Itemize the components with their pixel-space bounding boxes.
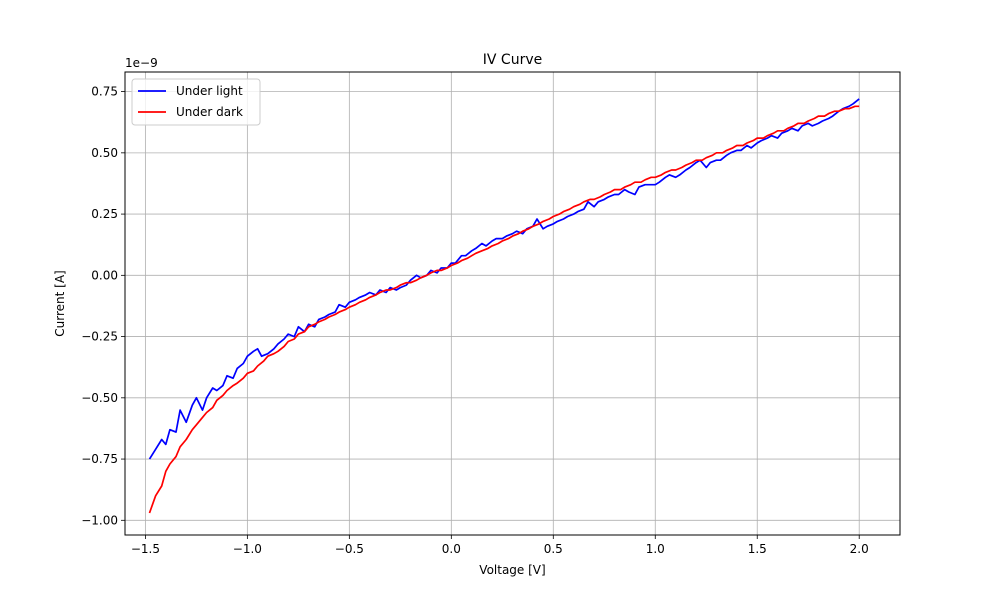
series-layer	[148, 98, 860, 514]
legend-label-under-light: Under light	[176, 84, 243, 98]
y-tick-label: −0.25	[81, 330, 118, 344]
plot-area-frame	[124, 71, 901, 536]
y-axis-ticks: −1.00 −0.75 −0.50 −0.25 0.00 0.25 0.50 0.75	[81, 85, 125, 527]
x-axis-ticks: −1.5 −1.0 −0.5 0.0 0.5 1.0 1.5 2.0	[131, 535, 869, 556]
y-tick-label: 0.75	[91, 85, 118, 99]
legend-label-under-dark: Under dark	[176, 105, 243, 119]
x-tick-label: −1.0	[233, 542, 262, 556]
grid	[125, 72, 900, 535]
y-tick-label: −1.00	[81, 513, 118, 527]
x-tick-label: −1.5	[131, 542, 160, 556]
y-tick-label: −0.50	[81, 391, 118, 405]
y-offset-text: 1e−9	[125, 56, 158, 70]
x-tick-label: 0.0	[442, 542, 461, 556]
y-tick-label: 0.50	[91, 146, 118, 160]
y-axis-label: Current [A]	[53, 270, 67, 336]
chart-title: IV Curve	[483, 52, 542, 68]
legend: Under light Under dark	[131, 78, 261, 126]
series-line-under-light	[148, 98, 860, 460]
y-tick-label: −0.75	[81, 452, 118, 466]
x-tick-label: 0.5	[544, 542, 563, 556]
x-tick-label: 1.0	[646, 542, 665, 556]
series-line-under-dark	[148, 105, 860, 514]
y-tick-label: 0.00	[91, 268, 118, 282]
y-tick-label: 0.25	[91, 207, 118, 221]
x-axis-label: Voltage [V]	[479, 563, 545, 577]
x-tick-label: 1.5	[748, 542, 767, 556]
x-tick-label: −0.5	[335, 542, 364, 556]
x-tick-label: 2.0	[850, 542, 869, 556]
